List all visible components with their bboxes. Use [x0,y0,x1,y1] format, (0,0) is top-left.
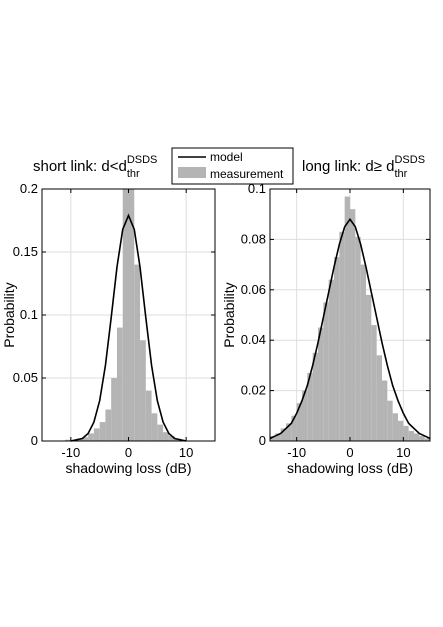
y-tick-label: 0.1 [20,307,38,322]
histogram-bar [145,390,152,441]
y-tick-label: 0.08 [241,231,266,246]
legend: model measurement [171,147,294,185]
histogram-bar [414,433,420,441]
chart-title: long link: d≥ dDSDS [302,154,425,175]
histogram-bar [286,423,292,441]
histogram-bar [99,422,106,441]
histogram-bar [366,294,372,441]
histogram-bar [387,400,393,441]
histogram-bar [392,413,398,441]
x-axis-label: shadowing loss (dB) [65,460,191,476]
x-tick-label: 0 [125,445,132,460]
histogram-bar [157,424,164,441]
histogram-bar [302,390,308,441]
x-tick-label: -10 [287,445,306,460]
histogram-bar [280,428,286,441]
title-subscript: thr [127,168,140,180]
histogram-bar [128,189,135,441]
histogram-bar [312,352,318,441]
title-superscript: DSDS [127,154,158,166]
y-tick-label: 0.1 [248,181,266,196]
histogram-bar [355,236,361,441]
chart-title: short link: d<dDSDS [33,154,157,175]
y-tick-label: 0.02 [241,383,266,398]
histogram-bar [151,413,158,441]
x-tick-label: 10 [179,445,193,460]
left-panel: -10 0 10 0 0.05 0.1 0.15 0.2 shadowing loss (dB)… [1,154,216,476]
title-superscript: DSDS [394,154,425,166]
histogram-bar [168,435,175,441]
histogram-bar [116,327,123,441]
histogram-bar [328,279,334,441]
y-tick-label: 0.2 [20,181,38,196]
histogram-bar [398,420,404,441]
right-panel: -10 0 10 0 0.02 0.04 0.06 0.08 0.1 shadowing loss… [221,154,431,476]
histogram-bar [371,325,377,441]
x-axis-label: shadowing loss (dB) [287,460,413,476]
y-tick-label: 0 [259,433,266,448]
histogram-bar [350,209,356,441]
legend-model-label: model [210,150,243,164]
y-axis-label: Probability [221,282,237,347]
histogram-bar [334,257,340,441]
y-axis-label: Probability [1,282,17,347]
histogram-bar [111,378,117,441]
histogram-bar [270,435,276,441]
histogram-bar [93,428,100,441]
histogram-bar [318,327,324,441]
histogram-bar [122,189,129,441]
histogram-bar [163,432,169,441]
histogram-bar [296,403,302,441]
histogram-bar [323,302,329,441]
histogram-bar [65,439,71,441]
histogram-bar [376,355,382,441]
y-tick-label: 0.04 [241,332,266,347]
model-curve [70,213,187,442]
legend-measurement-label: measurement [210,167,284,181]
histogram-bar [382,380,388,441]
y-tick-label: 0 [31,433,38,448]
title-main: short link: d<d [33,158,127,175]
title-subscript: thr [394,168,407,180]
histogram-bar [339,231,345,441]
histogram-bar [134,264,141,441]
legend-measurement-swatch [178,167,206,178]
histogram-bar [105,409,112,441]
title-main: long link: d≥ d [302,158,394,175]
y-tick-label: 0.06 [241,282,266,297]
x-tick-label: 10 [396,445,410,460]
histogram-bar [360,264,366,441]
histogram-bar [403,425,409,441]
model-curve [269,217,431,440]
histogram-bar [344,196,350,441]
histogram-bar [408,430,414,441]
histogram-bar [88,433,94,441]
histogram-bar [140,340,146,441]
histogram-bar [424,438,430,441]
histogram-bar [307,372,313,441]
histogram-bar [291,415,297,441]
histogram-bar [419,435,425,441]
y-tick-label: 0.15 [13,244,38,259]
x-tick-label: 0 [346,445,353,460]
histogram-bar [275,433,281,441]
histogram-bar [82,437,89,441]
x-tick-label: -10 [61,445,80,460]
y-tick-label: 0.05 [13,370,38,385]
